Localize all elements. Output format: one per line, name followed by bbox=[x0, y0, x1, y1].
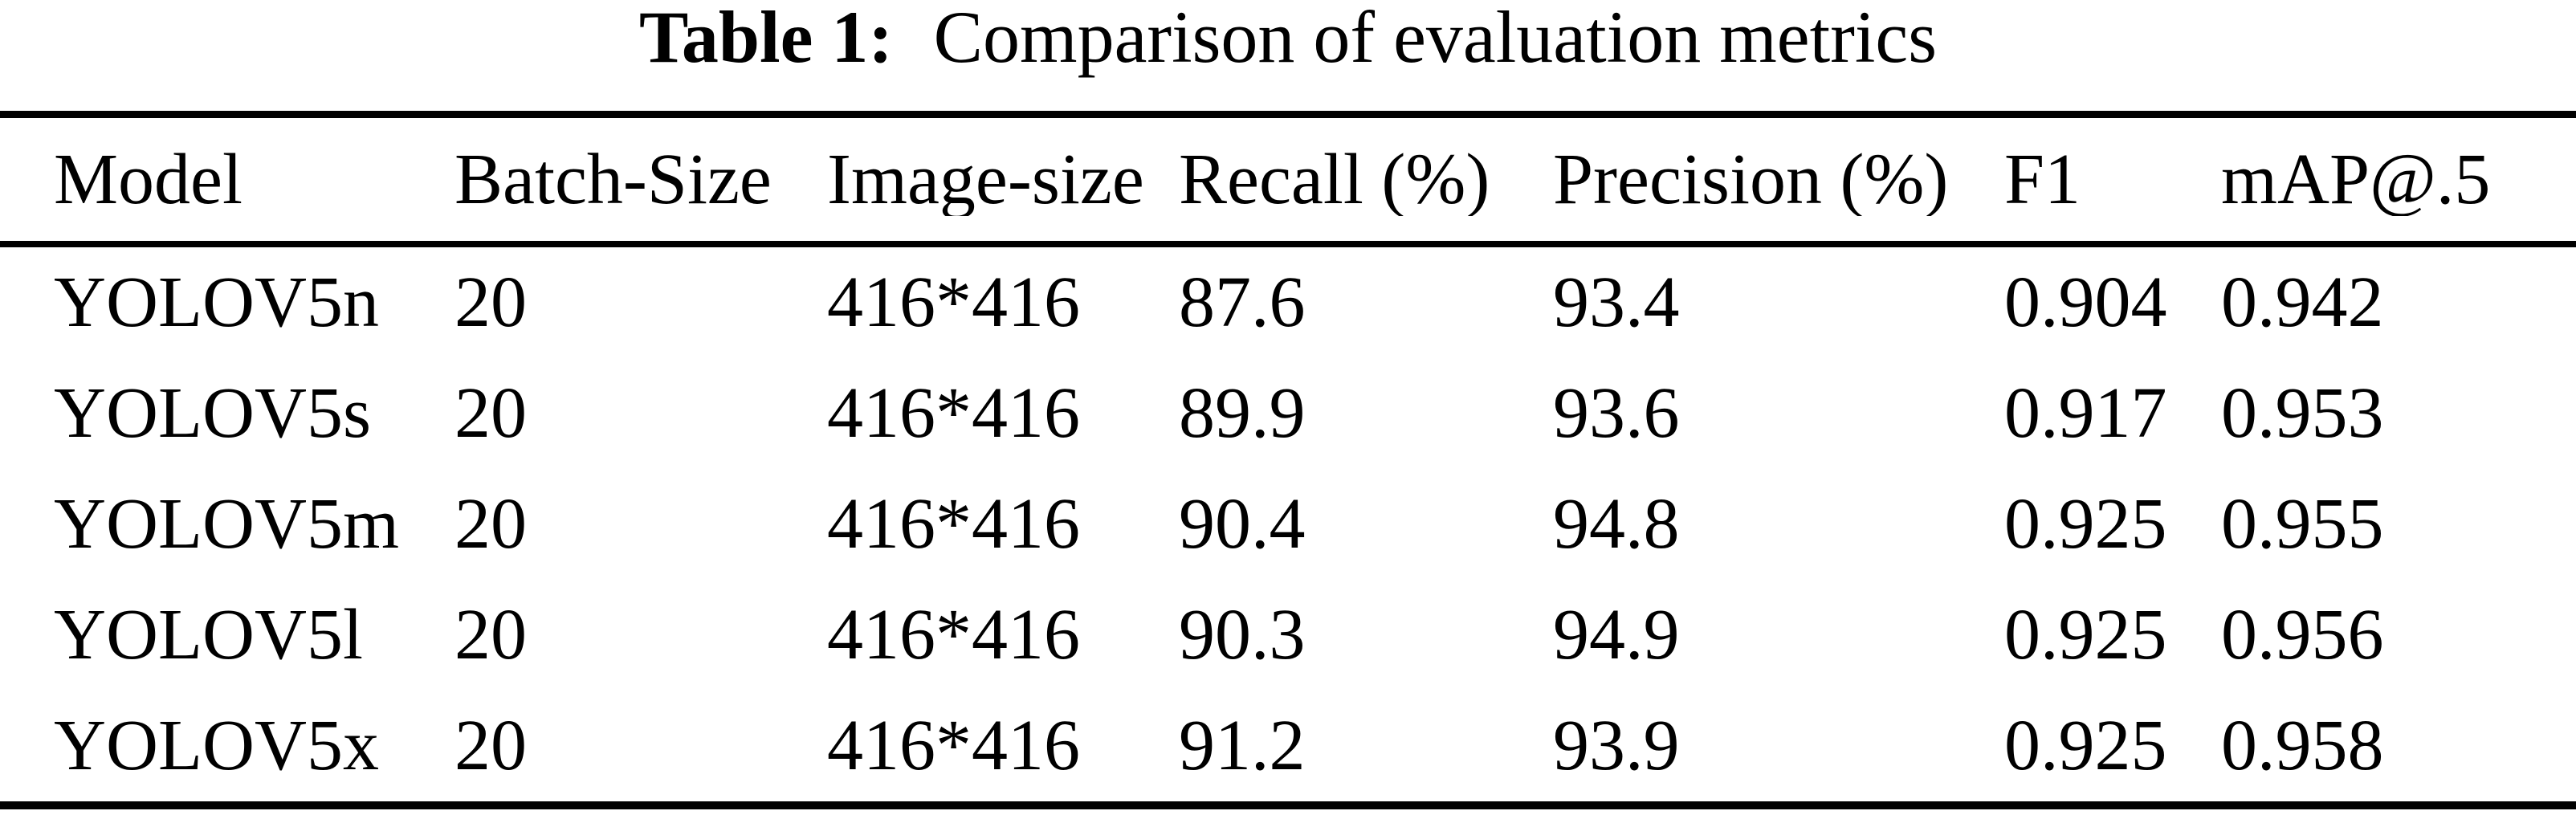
column-header-model: Model bbox=[54, 143, 243, 216]
cell-f1: 0.925 bbox=[2004, 710, 2167, 782]
cell-batch-size: 20 bbox=[454, 488, 527, 560]
cell-image-size: 416*416 bbox=[827, 377, 1080, 450]
cell-map: 0.956 bbox=[2221, 599, 2384, 671]
cell-precision: 93.4 bbox=[1553, 267, 1680, 339]
column-header-batch-size: Batch-Size bbox=[454, 143, 772, 216]
table-row: YOLOV5n 20 416*416 87.6 93.4 0.904 0.942 bbox=[0, 247, 2576, 358]
cell-recall: 90.4 bbox=[1179, 488, 1306, 560]
cell-recall: 90.3 bbox=[1179, 599, 1306, 671]
column-header-recall: Recall (%) bbox=[1179, 143, 1490, 216]
cell-recall: 89.9 bbox=[1179, 377, 1306, 450]
column-header-map: mAP@.5 bbox=[2221, 143, 2491, 216]
table-top-rule bbox=[0, 111, 2576, 118]
cell-map: 0.953 bbox=[2221, 377, 2384, 450]
table-caption-text: Comparison of evaluation metrics bbox=[933, 0, 1938, 78]
cell-batch-size: 20 bbox=[454, 599, 527, 671]
cell-recall: 87.6 bbox=[1179, 267, 1306, 339]
cell-f1: 0.925 bbox=[2004, 488, 2167, 560]
cell-precision: 93.6 bbox=[1553, 377, 1680, 450]
cell-model: YOLOV5l bbox=[54, 599, 363, 671]
cell-precision: 94.9 bbox=[1553, 599, 1680, 671]
cell-map: 0.955 bbox=[2221, 488, 2384, 560]
cell-f1: 0.904 bbox=[2004, 267, 2167, 339]
cell-map: 0.958 bbox=[2221, 710, 2384, 782]
table-body: YOLOV5n 20 416*416 87.6 93.4 0.904 0.942… bbox=[0, 247, 2576, 801]
cell-model: YOLOV5n bbox=[54, 267, 379, 339]
cell-batch-size: 20 bbox=[454, 267, 527, 339]
table-row: YOLOV5m 20 416*416 90.4 94.8 0.925 0.955 bbox=[0, 469, 2576, 580]
cell-precision: 93.9 bbox=[1553, 710, 1680, 782]
cell-image-size: 416*416 bbox=[827, 267, 1080, 339]
cell-model: YOLOV5x bbox=[54, 710, 379, 782]
table-header-row: Model Batch-Size Image-size Recall (%) P… bbox=[0, 118, 2576, 241]
column-header-f1: F1 bbox=[2004, 143, 2081, 216]
table-bottom-rule bbox=[0, 801, 2576, 809]
cell-f1: 0.917 bbox=[2004, 377, 2167, 450]
cell-f1: 0.925 bbox=[2004, 599, 2167, 671]
cell-recall: 91.2 bbox=[1179, 710, 1306, 782]
cell-model: YOLOV5s bbox=[54, 377, 371, 450]
table-row: YOLOV5l 20 416*416 90.3 94.9 0.925 0.956 bbox=[0, 580, 2576, 691]
cell-precision: 94.8 bbox=[1553, 488, 1680, 560]
cell-batch-size: 20 bbox=[454, 377, 527, 450]
column-header-image-size: Image-size bbox=[827, 143, 1144, 216]
table-caption-label: Table 1: bbox=[638, 0, 894, 78]
cell-image-size: 416*416 bbox=[827, 599, 1080, 671]
cell-model: YOLOV5m bbox=[54, 488, 399, 560]
cell-image-size: 416*416 bbox=[827, 710, 1080, 782]
table-row: YOLOV5s 20 416*416 89.9 93.6 0.917 0.953 bbox=[0, 358, 2576, 469]
column-header-precision: Precision (%) bbox=[1553, 143, 1949, 216]
table-caption: Table 1: Comparison of evaluation metric… bbox=[0, 0, 2576, 112]
table-header-rule bbox=[0, 241, 2576, 247]
table-row: YOLOV5x 20 416*416 91.2 93.9 0.925 0.958 bbox=[0, 691, 2576, 801]
cell-map: 0.942 bbox=[2221, 267, 2384, 339]
cell-batch-size: 20 bbox=[454, 710, 527, 782]
cell-image-size: 416*416 bbox=[827, 488, 1080, 560]
